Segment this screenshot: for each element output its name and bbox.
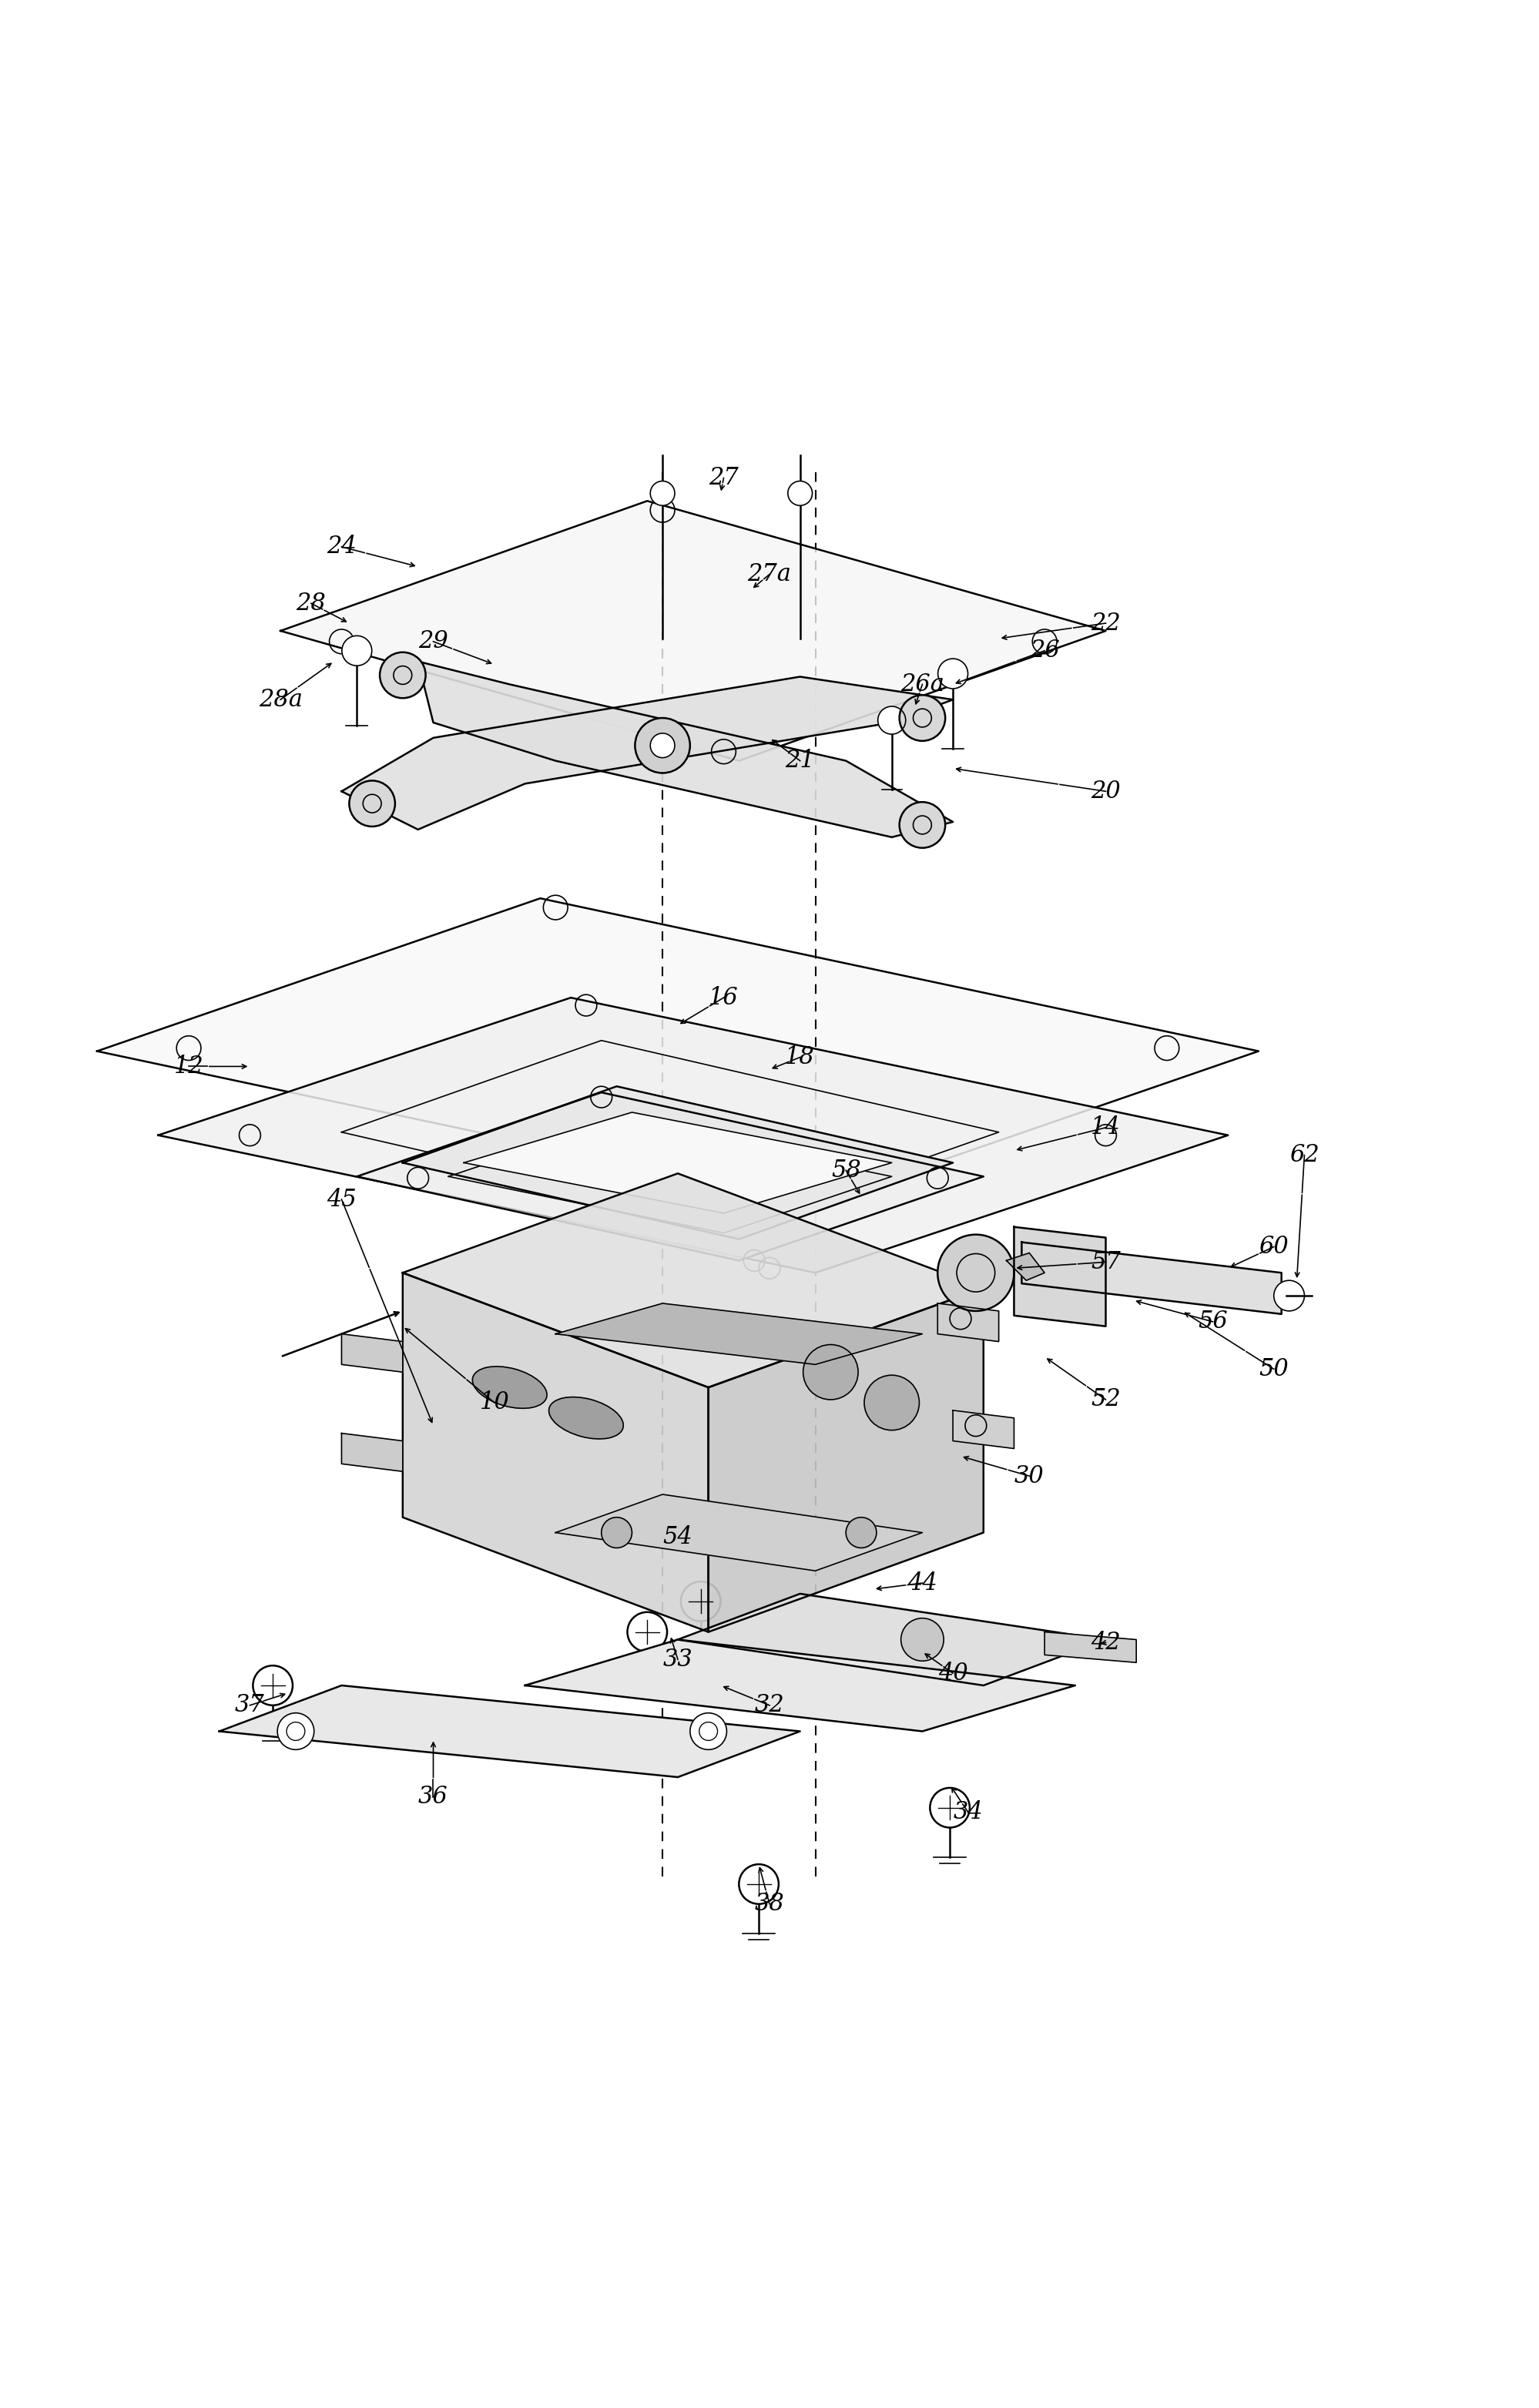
Text: 52: 52 xyxy=(1091,1387,1120,1411)
Circle shape xyxy=(349,780,396,826)
Circle shape xyxy=(937,1235,1014,1310)
Text: 28: 28 xyxy=(295,592,326,616)
Polygon shape xyxy=(403,1274,708,1633)
Polygon shape xyxy=(463,1112,891,1214)
Text: 34: 34 xyxy=(953,1801,983,1825)
Ellipse shape xyxy=(549,1397,623,1440)
Circle shape xyxy=(899,802,945,848)
Polygon shape xyxy=(342,1433,403,1471)
Text: 56: 56 xyxy=(1197,1310,1228,1334)
Polygon shape xyxy=(937,1303,999,1341)
Text: 18: 18 xyxy=(785,1045,816,1069)
Circle shape xyxy=(628,1611,666,1652)
Polygon shape xyxy=(1007,1252,1045,1281)
Text: 37: 37 xyxy=(235,1693,265,1717)
Text: 42: 42 xyxy=(1091,1630,1120,1654)
Circle shape xyxy=(680,1582,720,1621)
Circle shape xyxy=(865,1375,919,1430)
Text: 29: 29 xyxy=(419,628,448,653)
Text: 16: 16 xyxy=(709,985,739,1009)
Text: 36: 36 xyxy=(419,1784,448,1808)
Circle shape xyxy=(636,718,689,773)
Text: 24: 24 xyxy=(326,535,357,559)
Circle shape xyxy=(900,1618,943,1662)
Text: 33: 33 xyxy=(663,1647,693,1671)
Text: 57: 57 xyxy=(1091,1250,1120,1274)
Circle shape xyxy=(602,1517,633,1548)
Circle shape xyxy=(846,1517,877,1548)
Text: 45: 45 xyxy=(326,1187,357,1211)
Polygon shape xyxy=(97,898,1259,1204)
Text: 10: 10 xyxy=(480,1392,509,1413)
Text: 12: 12 xyxy=(174,1055,203,1079)
Circle shape xyxy=(788,482,813,506)
Text: 38: 38 xyxy=(754,1893,785,1917)
Circle shape xyxy=(899,696,945,742)
Text: 44: 44 xyxy=(908,1570,937,1594)
Polygon shape xyxy=(953,1411,1014,1450)
Circle shape xyxy=(651,482,674,506)
Polygon shape xyxy=(1022,1243,1282,1315)
Text: 28a: 28a xyxy=(259,689,302,713)
Polygon shape xyxy=(1045,1633,1136,1662)
Polygon shape xyxy=(525,1640,1076,1731)
Circle shape xyxy=(252,1666,292,1705)
Polygon shape xyxy=(677,1594,1105,1686)
Polygon shape xyxy=(280,501,1105,761)
Polygon shape xyxy=(403,1173,983,1387)
Text: 20: 20 xyxy=(1091,780,1120,804)
Polygon shape xyxy=(708,1288,983,1633)
Circle shape xyxy=(342,636,372,665)
Text: 32: 32 xyxy=(754,1693,785,1717)
Circle shape xyxy=(277,1712,314,1751)
Text: 27: 27 xyxy=(709,467,739,489)
Circle shape xyxy=(877,706,905,734)
Circle shape xyxy=(689,1712,726,1751)
Text: 27a: 27a xyxy=(748,563,791,585)
Polygon shape xyxy=(342,1334,403,1373)
Text: 14: 14 xyxy=(1091,1115,1120,1139)
Text: 40: 40 xyxy=(937,1662,968,1686)
Polygon shape xyxy=(342,677,953,828)
Circle shape xyxy=(739,1864,779,1905)
Polygon shape xyxy=(403,1086,953,1240)
Text: 21: 21 xyxy=(785,749,816,773)
Polygon shape xyxy=(556,1303,922,1365)
Polygon shape xyxy=(556,1495,922,1570)
Text: 26a: 26a xyxy=(900,672,945,696)
Polygon shape xyxy=(419,662,953,838)
Polygon shape xyxy=(159,997,1228,1274)
Text: 60: 60 xyxy=(1259,1235,1288,1259)
Polygon shape xyxy=(220,1686,800,1777)
Circle shape xyxy=(937,660,968,689)
Text: 62: 62 xyxy=(1290,1144,1319,1168)
Ellipse shape xyxy=(472,1365,546,1409)
Polygon shape xyxy=(357,1093,983,1259)
Circle shape xyxy=(930,1787,970,1828)
Circle shape xyxy=(803,1344,859,1399)
Text: 30: 30 xyxy=(1014,1464,1045,1488)
Text: 54: 54 xyxy=(663,1524,693,1548)
Polygon shape xyxy=(1014,1228,1105,1327)
Circle shape xyxy=(651,734,674,759)
Text: 22: 22 xyxy=(1091,612,1120,636)
Text: 26: 26 xyxy=(1030,638,1059,662)
Circle shape xyxy=(380,653,426,698)
Text: 58: 58 xyxy=(831,1158,860,1182)
Text: 50: 50 xyxy=(1259,1358,1288,1382)
Circle shape xyxy=(1274,1281,1305,1310)
